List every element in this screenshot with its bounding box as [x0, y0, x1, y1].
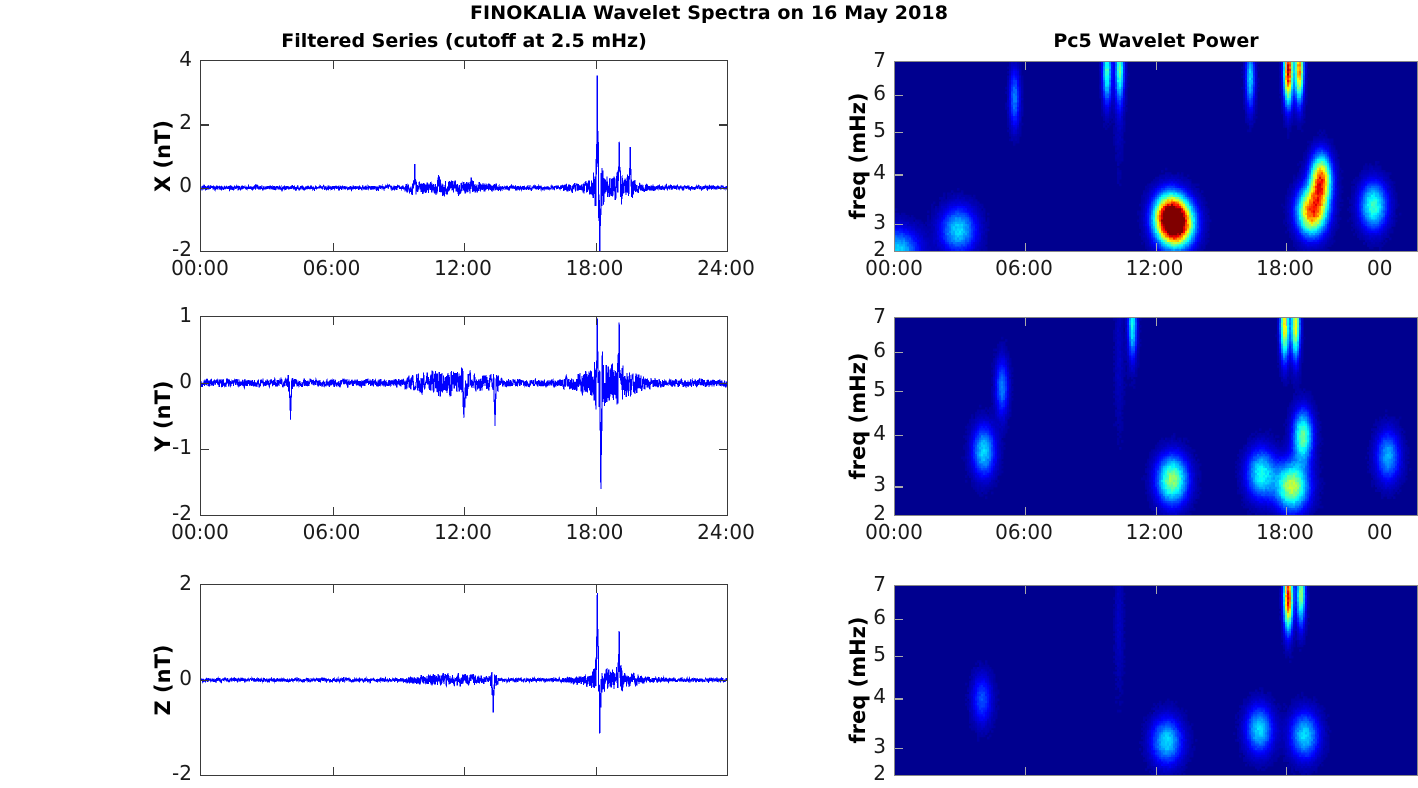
xtick-sx-3: 18:00 [1256, 256, 1314, 280]
ytick-sx-5: 5 [873, 117, 886, 142]
panel-y-filtered-series: Y (nT) 1 0 -1 -2 00:00 06:00 12:00 18:00… [151, 303, 755, 544]
xtick-y-1: 06:00 [302, 520, 361, 544]
ylabel-y: Y (nT) [151, 380, 175, 452]
ytick-sx-2: 2 [873, 237, 886, 261]
ytick-sz-7: 7 [873, 572, 886, 596]
ytick-x-3: -2 [172, 237, 192, 261]
axes-y-series [200, 316, 728, 516]
xtick-sy-0: 00:00 [865, 520, 923, 544]
axes-x-spectrogram [894, 61, 1418, 252]
xtick-sy-4: 00 [1367, 520, 1393, 544]
ytick-y-1: 0 [179, 369, 192, 393]
panel-y-wavelet-power: freq (mHz) 7 6 5 4 3 2 00:00 06:00 12:00… [846, 304, 1418, 544]
figure-suptitle: FINOKALIA Wavelet Spectra on 16 May 2018 [469, 2, 949, 24]
ytick-y-3: -2 [172, 501, 192, 525]
xtick-sx-0: 00:00 [865, 256, 923, 280]
x-spectrogram-image [895, 62, 1402, 251]
xtick-sx-4: 00 [1367, 256, 1393, 280]
xtick-y-2: 12:00 [434, 520, 492, 544]
ytick-sz-5: 5 [873, 641, 886, 666]
ytick-sz-4: 4 [873, 684, 886, 709]
ytick-sx-6: 6 [873, 80, 886, 105]
ytick-z-0: 2 [179, 571, 192, 595]
ytick-sy-7: 7 [873, 304, 886, 328]
ytick-x-2: 0 [179, 173, 192, 197]
panel-x-wavelet-power: freq (mHz) 7 6 5 4 3 2 00:00 06:00 12:00… [846, 48, 1418, 280]
x-series-plot [201, 75, 727, 251]
right-column-title: Pc5 Wavelet Power [1053, 30, 1259, 52]
ytick-sz-3: 3 [873, 733, 886, 758]
ytick-z-1: 0 [179, 666, 192, 690]
xtick-x-2: 12:00 [434, 256, 492, 280]
xtick-x-4: 24:00 [697, 256, 755, 280]
ytick-sy-3: 3 [873, 472, 886, 497]
panel-z-wavelet-power: freq (mHz) 7 6 5 4 3 2 [846, 572, 1418, 785]
axes-z-spectrogram [894, 585, 1418, 776]
xtick-x-3: 18:00 [565, 256, 624, 280]
ytick-x-1: 2 [179, 110, 192, 134]
xtick-x-0: 00:00 [171, 256, 229, 280]
xtick-y-0: 00:00 [171, 520, 229, 544]
xtick-sy-1: 06:00 [995, 520, 1053, 544]
axes-y-spectrogram [894, 317, 1418, 516]
xtick-sy-2: 12:00 [1125, 520, 1184, 544]
xtick-sy-3: 18:00 [1256, 520, 1314, 544]
ytick-sx-4: 4 [873, 160, 886, 185]
xtick-x-1: 06:00 [302, 256, 361, 280]
ytick-y-0: 1 [179, 303, 192, 327]
xtick-sx-1: 06:00 [995, 256, 1053, 280]
z-series-plot [201, 592, 727, 734]
ytick-sy-6: 6 [873, 338, 886, 362]
panel-z-filtered-series: Z (nT) 2 0 -2 [151, 571, 728, 785]
axes-x-series [200, 60, 728, 252]
ytick-z-2: -2 [172, 761, 192, 785]
xtick-sx-2: 12:00 [1125, 256, 1184, 280]
axes-z-series [200, 584, 728, 776]
y-series-plot [201, 318, 727, 489]
ytick-y-2: -1 [172, 435, 192, 459]
ylabel-x: X (nT) [151, 120, 175, 192]
z-spectrogram-image [965, 586, 1332, 775]
ytick-sy-2: 2 [873, 501, 886, 525]
ytick-sy-5: 5 [873, 376, 886, 401]
ytick-sy-4: 4 [873, 421, 886, 446]
ytick-sz-6: 6 [873, 604, 886, 629]
left-column-title: Filtered Series (cutoff at 2.5 mHz) [281, 30, 647, 52]
y-spectrogram-image [961, 318, 1412, 515]
xtick-y-3: 18:00 [565, 520, 624, 544]
panel-x-filtered-series: X (nT) 4 2 0 -2 00:00 06:00 12:00 18:00 … [151, 47, 755, 280]
xtick-y-4: 24:00 [697, 520, 755, 544]
ytick-sx-7: 7 [873, 48, 886, 72]
ytick-sx-3: 3 [873, 209, 886, 234]
ytick-sz-2: 2 [873, 761, 886, 785]
ytick-x-0: 4 [179, 47, 192, 71]
